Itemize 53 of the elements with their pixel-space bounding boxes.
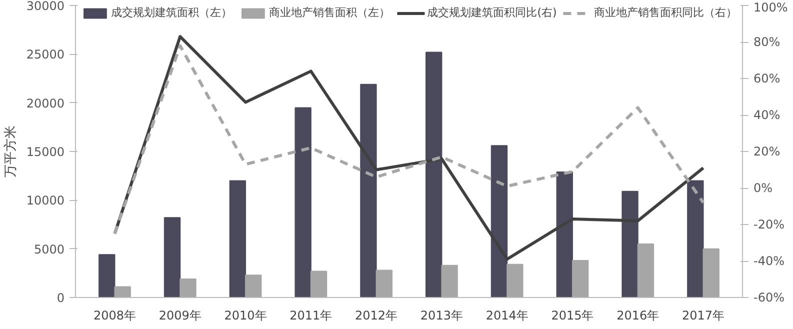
y2-tick-label: -20% — [754, 218, 785, 232]
x-tick-label: 2009年 — [158, 308, 202, 322]
y2-tick-label: 80% — [754, 35, 780, 49]
bar — [245, 274, 262, 298]
line-series — [113, 44, 705, 236]
bar — [426, 52, 442, 298]
y-tick-label: 5000 — [34, 242, 65, 256]
x-tick-label: 2016年 — [616, 308, 660, 322]
bar — [114, 286, 131, 298]
bar — [572, 260, 589, 298]
bar — [687, 180, 704, 298]
x-tick-label: 2013年 — [420, 308, 463, 322]
bar — [180, 278, 196, 298]
y-tick-label: 20000 — [26, 96, 65, 110]
y-tick-label: 0 — [56, 291, 65, 305]
bar — [360, 84, 377, 298]
bar — [294, 107, 312, 298]
y-tick-label: 30000 — [26, 0, 65, 13]
bar — [376, 270, 392, 298]
bar — [164, 217, 181, 298]
bar — [506, 264, 524, 298]
bar — [229, 180, 246, 298]
x-tick-label: 2017年 — [682, 308, 725, 322]
bar — [490, 145, 508, 298]
bar — [441, 264, 458, 298]
y2-tick-label: -60% — [754, 290, 785, 304]
x-tick-label: 2015年 — [551, 308, 594, 322]
y2-tick-label: 100% — [754, 0, 788, 14]
x-tick-label: 2010年 — [224, 308, 267, 322]
y2-tick-label: 0% — [754, 181, 773, 195]
y2-tick-label: 60% — [754, 72, 780, 86]
bar — [556, 171, 573, 298]
bar — [702, 248, 720, 298]
y-tick-label: 15000 — [26, 145, 65, 159]
x-tick-label: 2012年 — [355, 308, 398, 322]
legend-label: 商业地产销售面积同比（右） — [594, 5, 737, 20]
y-tick-label: 25000 — [26, 48, 65, 62]
bar — [637, 243, 654, 298]
x-tick-label: 2011年 — [290, 308, 332, 322]
y2-tick-label: -40% — [754, 254, 785, 268]
y-axis-title: 万平方米 — [2, 126, 18, 178]
x-tick-label: 2008年 — [93, 308, 136, 322]
bar — [98, 254, 116, 298]
y2-tick-label: 20% — [754, 144, 780, 158]
y-tick-label: 10000 — [26, 194, 65, 208]
line-series — [113, 35, 705, 261]
legend-label: 成交规划建筑面积同比(右) — [427, 5, 557, 20]
bar — [310, 270, 328, 298]
y2-tick-label: 40% — [754, 108, 780, 122]
x-tick-label: 2014年 — [486, 308, 528, 322]
legend-label: 成交规划建筑面积（左） — [111, 5, 232, 20]
legend-label: 商业地产销售面积（左） — [269, 5, 390, 20]
bar — [622, 190, 638, 298]
